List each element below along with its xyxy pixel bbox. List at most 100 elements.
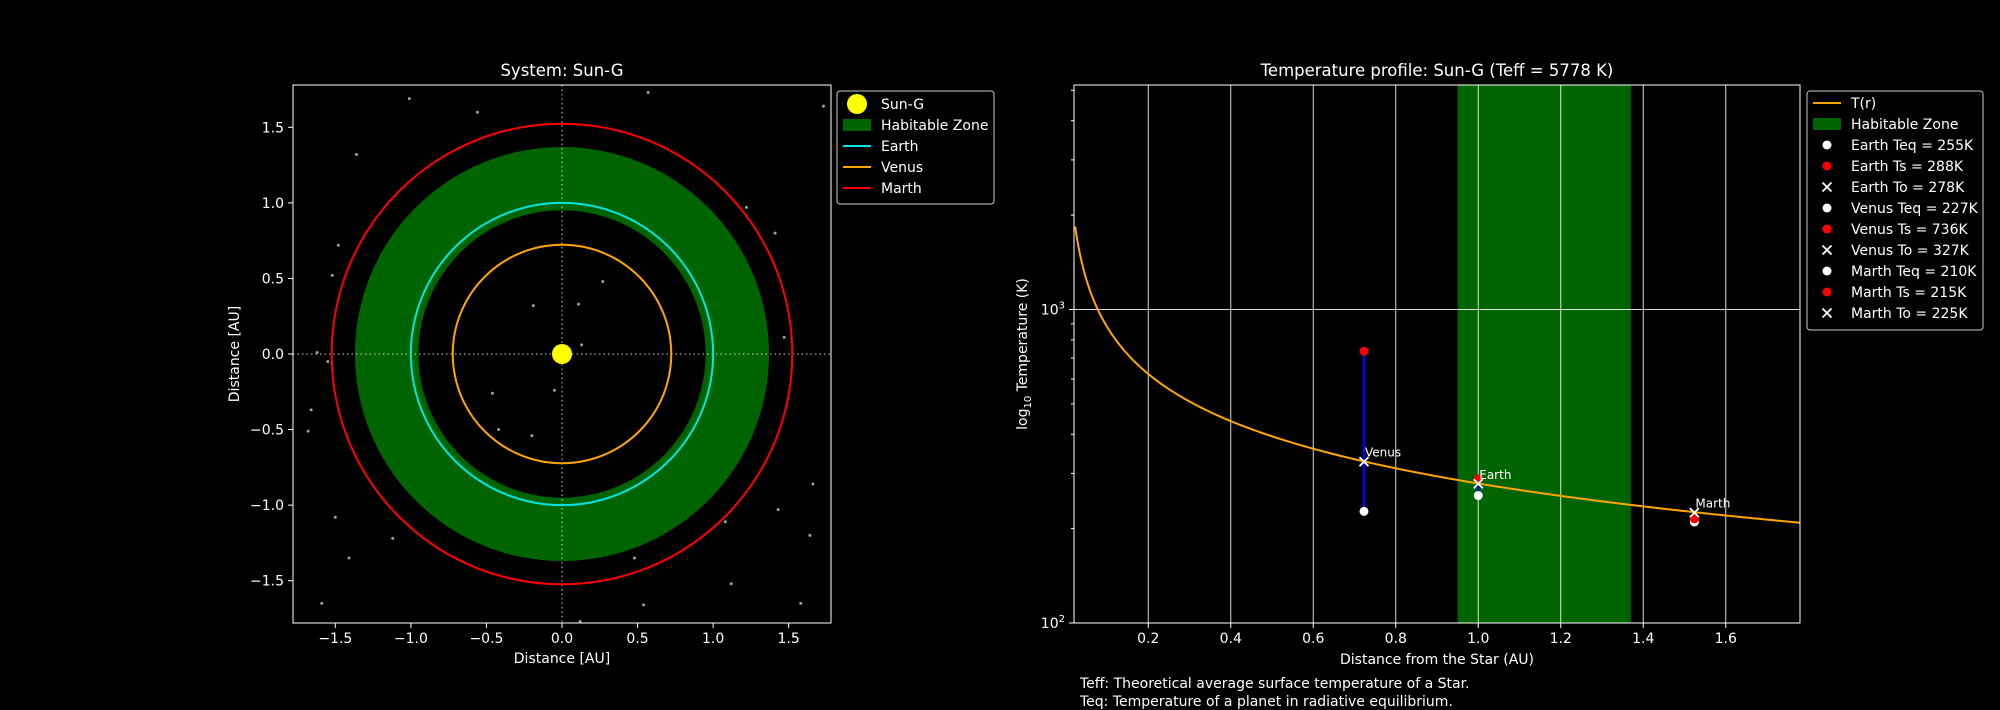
- background-star: [782, 335, 786, 339]
- plot-frame-right: [1073, 84, 1801, 624]
- ts-marker-venus: [1359, 346, 1369, 356]
- legend-x-marker: [1821, 181, 1833, 193]
- legend-label: Marth Ts = 215K: [1851, 285, 1967, 301]
- x-tick-label: 0.4: [1220, 631, 1242, 647]
- x-tick-label: 0.6: [1302, 631, 1324, 647]
- legend-dot-marker: [1822, 224, 1832, 234]
- x-tick-label: 1.4: [1632, 631, 1654, 647]
- background-star: [821, 104, 825, 108]
- legend-label: Marth: [881, 181, 922, 197]
- background-star: [808, 533, 812, 537]
- y-axis-label: Distance [AU]: [227, 306, 243, 402]
- x-tick-label: 0.2: [1137, 631, 1159, 647]
- x-tick-label: −0.5: [469, 631, 503, 647]
- y-tick-label: 1.5: [262, 120, 284, 136]
- ts-marker-marth: [1689, 514, 1699, 524]
- system-plot: −1.5 −1.0 −0.5 0.0 0.5 1.0 1.5 −1.5 −1.0 −0.5 0.0 0…: [227, 61, 995, 667]
- background-star: [811, 482, 815, 486]
- temperature-plot: Earth Venus Marth 0.2 0.4 0.6 0.8 1.0 1.2 1.4 1.6 1…: [1015, 61, 1984, 668]
- habitable-zone-band: [1457, 85, 1631, 623]
- temperature-curve: [1074, 226, 1800, 524]
- planet-label-marth: Marth: [1695, 497, 1730, 511]
- background-star: [531, 304, 535, 308]
- legend-habitable-patch: [1813, 118, 1841, 130]
- chart-title: System: Sun-G: [500, 61, 623, 80]
- legend-right: T(r) Habitable Zone Earth Teq = 255K Earth …: [1806, 90, 1984, 331]
- legend-label: Earth Ts = 288K: [1851, 159, 1964, 175]
- background-star: [729, 582, 733, 586]
- footnote-teff: Teff: Theoretical average surface temper…: [1080, 676, 1470, 692]
- teq-marker-venus: [1359, 506, 1369, 516]
- background-star: [552, 388, 556, 392]
- background-star: [744, 205, 748, 209]
- y-tick-label: 1.0: [262, 196, 284, 212]
- legend-dot-marker: [1822, 140, 1832, 150]
- x-tick-label: 1.5: [778, 631, 800, 647]
- y-axis-label: log10 Temperature (K): [1015, 278, 1034, 430]
- background-star: [407, 97, 411, 101]
- legend-box: [1806, 90, 1984, 331]
- x-axis-label: Distance from the Star (AU): [1340, 652, 1534, 668]
- background-star: [326, 360, 330, 364]
- star-marker: [552, 344, 572, 364]
- plot-area-right: [1074, 85, 1800, 623]
- background-star: [475, 110, 479, 114]
- y-tick-label: 102: [1041, 614, 1065, 632]
- background-star: [577, 302, 581, 306]
- background-star: [723, 520, 727, 524]
- y-tick-label: −0.5: [250, 423, 284, 439]
- planet-label-venus: Venus: [1365, 446, 1401, 460]
- background-star: [330, 273, 334, 277]
- y-tick-label: 103: [1041, 300, 1065, 318]
- background-star: [773, 231, 777, 235]
- background-star: [391, 536, 395, 540]
- x-tick-label: 0.0: [551, 631, 573, 647]
- background-star: [306, 429, 310, 433]
- legend-label: Venus Teq = 227K: [1851, 201, 1979, 217]
- footnote-teq: Teq: Temperature of a planet in radiativ…: [1080, 694, 1453, 710]
- x-axis-label: Distance [AU]: [514, 651, 610, 667]
- orbit-earth: [409, 201, 715, 507]
- y-tick-label: −1.5: [250, 574, 284, 590]
- background-star: [633, 556, 637, 560]
- x-tick-label: 1.6: [1715, 631, 1737, 647]
- legend-label: T(r): [1850, 96, 1876, 112]
- legend-label: Habitable Zone: [881, 118, 988, 134]
- legend-star-marker: [847, 94, 867, 114]
- legend-x-marker: [1821, 307, 1833, 319]
- habitable-zone-ring: [354, 146, 770, 562]
- x-tick-label: −1.5: [318, 631, 352, 647]
- background-star: [490, 391, 494, 395]
- background-star: [799, 601, 803, 605]
- x-tick-label: 1.0: [702, 631, 724, 647]
- legend-dot-marker: [1822, 287, 1832, 297]
- background-star: [776, 508, 780, 512]
- x-tick-label: 1.2: [1550, 631, 1572, 647]
- x-tick-label: 0.8: [1385, 631, 1407, 647]
- background-star: [333, 515, 337, 519]
- chart-title: Temperature profile: Sun-G (Teff = 5778 …: [1260, 61, 1614, 80]
- orbit-marth: [330, 122, 794, 586]
- to-marker-venus: [1358, 456, 1370, 467]
- legend-label: Venus Ts = 736K: [1851, 222, 1968, 238]
- legend-label: Marth Teq = 210K: [1851, 264, 1977, 280]
- background-star: [320, 601, 324, 605]
- to-marker-marth: [1689, 507, 1700, 518]
- background-star: [580, 343, 584, 347]
- to-marker-earth: [1473, 478, 1484, 489]
- legend-box: [836, 90, 995, 205]
- legend-label: Sun-G: [881, 97, 924, 113]
- y-tick-label: −1.0: [250, 498, 284, 514]
- y-tick-label: 0.5: [262, 271, 284, 287]
- legend-habitable-patch: [843, 119, 871, 131]
- x-tick-label: −1.0: [394, 631, 428, 647]
- legend-dot-marker: [1822, 203, 1832, 213]
- background-star: [354, 153, 358, 157]
- background-star: [347, 556, 351, 560]
- legend-label: Venus To = 327K: [1851, 243, 1970, 259]
- background-star: [646, 91, 650, 95]
- background-star: [497, 428, 501, 432]
- legend-x-marker: [1821, 244, 1833, 256]
- legend-label: Earth: [881, 139, 919, 155]
- orbit-venus: [451, 243, 673, 465]
